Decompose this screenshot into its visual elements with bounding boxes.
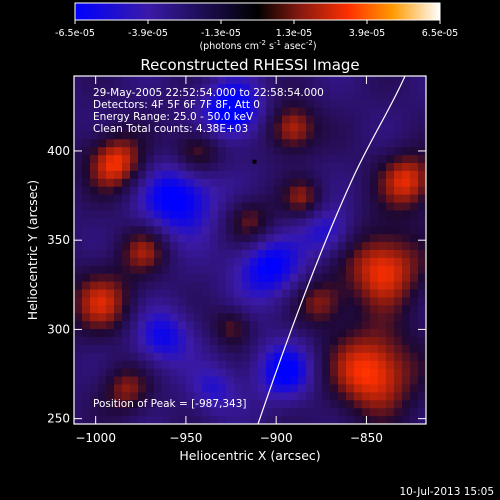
axis-ticks: −1000 −950 −900 −850 250 300 350 400: [47, 76, 426, 445]
y-tick-label: 300: [47, 322, 70, 336]
y-tick-label: 400: [47, 144, 70, 158]
solar-limb-line: [257, 76, 406, 424]
peak-position-label: Position of Peak = [-987,343]: [93, 398, 247, 410]
colorbar-tick-label: 1.3e-05: [276, 28, 312, 39]
colorbar-tick-label: -3.9e-05: [128, 28, 168, 39]
colorbar-ticks: -6.5e-05 -3.9e-05 -1.3e-05 1.3e-05 3.9e-05 6.…: [55, 20, 458, 39]
colorbar-tick-label: -6.5e-05: [55, 28, 95, 39]
y-tick-label: 350: [47, 233, 70, 247]
heatmap-pixels: [74, 76, 426, 424]
colorbar-tick-label: -1.3e-05: [201, 28, 241, 39]
plot-frame: [73, 75, 427, 425]
colorbar-tick-label: 3.9e-05: [349, 28, 385, 39]
x-tick-label: −850: [350, 431, 383, 445]
plot-title: Reconstructed RHESSI Image: [140, 56, 359, 74]
annotation-block: 29-May-2005 22:52:54.000 to 22:58:54.000…: [93, 87, 324, 135]
annotation-clean-counts: Clean Total counts: 4.38E+03: [93, 123, 248, 135]
annotation-detectors: Detectors: 4F 5F 6F 7F 8F, Att 0: [93, 99, 260, 111]
annotation-energy-range: Energy Range: 25.0 - 50.0 keV: [93, 111, 254, 123]
x-axis-title: Heliocentric X (arcsec): [179, 448, 320, 463]
colorbar-tick-label: 6.5e-05: [422, 28, 458, 39]
colorbar: -6.5e-05 -3.9e-05 -1.3e-05 1.3e-05 3.9e-05 6.…: [55, 2, 458, 52]
y-axis-title: Heliocentric Y (arcsec): [25, 180, 40, 320]
footer-timestamp: 10-Jul-2013 15:05: [399, 486, 494, 498]
peak-marker: [252, 159, 257, 164]
annotation-time-range: 29-May-2005 22:52:54.000 to 22:58:54.000: [93, 87, 324, 99]
x-tick-label: −900: [260, 431, 293, 445]
x-tick-label: −950: [169, 431, 202, 445]
colorbar-unit-label: (photons cm-2 s-1 asec-2): [199, 39, 316, 52]
colorbar-gradient: [74, 2, 441, 21]
y-tick-label: 250: [47, 412, 70, 426]
x-tick-label: −1000: [75, 431, 116, 445]
image-area: [74, 76, 426, 424]
